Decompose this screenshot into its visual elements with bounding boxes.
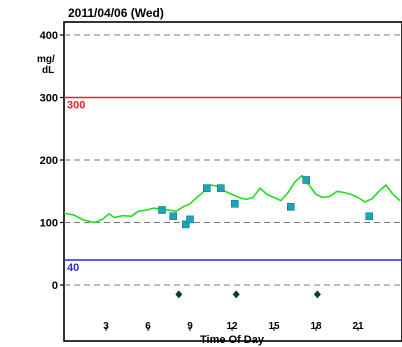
event-marker — [232, 290, 240, 299]
event-marker — [175, 290, 183, 299]
y-tick-label: 100 — [40, 218, 58, 230]
y-unit-label-line2: dL — [42, 65, 54, 76]
meter-reading-marker — [217, 184, 225, 192]
meter-reading-marker — [158, 206, 166, 214]
threshold-label: 300 — [67, 100, 85, 112]
event-marker — [313, 290, 321, 299]
threshold-label: 40 — [67, 262, 79, 274]
x-tick-label: 6 — [145, 321, 151, 332]
meter-reading-marker — [186, 215, 194, 224]
meter-reading-marker — [203, 184, 211, 192]
meter-reading-marker — [169, 212, 177, 221]
sensor-glucose-line — [63, 174, 401, 224]
plot-frame — [63, 21, 402, 342]
y-tick-label: 300 — [40, 93, 58, 105]
x-tick-label: 12 — [226, 321, 238, 332]
meter-reading-marker — [286, 203, 295, 211]
threshold-lines: 300 40 — [64, 96, 402, 274]
meter-reading-marker — [365, 212, 374, 221]
y-tick-label: 200 — [40, 155, 58, 167]
grid-lines — [64, 34, 402, 286]
y-ticks: 0 100 200 300 400 — [40, 30, 64, 292]
y-unit-label-line1: mg/ — [37, 54, 55, 65]
chart-title: 2011/04/06 (Wed) — [68, 6, 164, 20]
x-tick-label: 21 — [352, 321, 364, 332]
y-tick-label: 0 — [52, 280, 58, 292]
x-ticks: 3 6 9 12 15 18 21 — [103, 321, 364, 332]
meter-reading-marker — [302, 176, 311, 184]
x-tick-label: 3 — [103, 321, 109, 332]
x-tick-label: 15 — [268, 321, 280, 332]
x-axis-label: Time Of Day — [200, 334, 265, 346]
meter-reading-marker — [182, 220, 190, 229]
x-tick-label: 9 — [187, 321, 193, 332]
series-layer — [63, 174, 401, 299]
meter-reading-marker — [231, 199, 239, 208]
y-tick-label: 400 — [40, 30, 58, 42]
x-tick-label: 18 — [310, 321, 322, 332]
